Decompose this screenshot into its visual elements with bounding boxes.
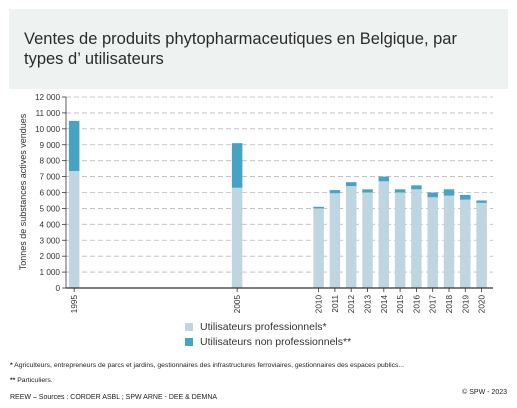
title-panel: Ventes de produits phytopharmaceutiques … bbox=[9, 9, 508, 89]
legend-swatch-professional bbox=[185, 322, 193, 331]
x-tick-label: 2020 bbox=[478, 295, 487, 314]
bar-professional bbox=[476, 202, 487, 288]
legend-item-professional: Utilisateurs professionnels* bbox=[185, 319, 351, 334]
bar-professional bbox=[313, 208, 324, 288]
legend: Utilisateurs professionnels* Utilisateur… bbox=[185, 319, 351, 349]
x-tick-label: 2010 bbox=[315, 295, 324, 314]
y-tick-label: 12 000 bbox=[35, 93, 60, 102]
y-tick-label: 8 000 bbox=[40, 157, 61, 166]
x-tick-label: 2016 bbox=[412, 295, 421, 314]
footnote-professional: * Agriculteurs, entrepreneurs de parcs e… bbox=[10, 362, 404, 369]
y-tick-label: 9 000 bbox=[40, 141, 61, 150]
x-tick-label: 2005 bbox=[233, 295, 242, 314]
bar-non-professional bbox=[427, 192, 438, 198]
bar-professional bbox=[68, 171, 80, 288]
x-tick-label: 2017 bbox=[429, 295, 438, 314]
y-tick-label: 7 000 bbox=[40, 173, 61, 182]
bar-professional bbox=[345, 186, 357, 288]
x-tick-label: 2011 bbox=[331, 295, 340, 313]
legend-swatch-non-professional bbox=[185, 337, 193, 346]
bar-non-professional bbox=[443, 189, 455, 196]
y-tick-label: 11 000 bbox=[36, 109, 61, 118]
y-tick-label: 6 000 bbox=[40, 189, 61, 198]
bar-non-professional bbox=[329, 190, 341, 194]
bar-non-professional bbox=[411, 185, 422, 190]
y-tick-label: 1 000 bbox=[40, 268, 61, 277]
bar-non-professional bbox=[476, 200, 487, 203]
bar-non-professional bbox=[231, 143, 243, 188]
x-tick-label: 2014 bbox=[380, 295, 389, 314]
bar-professional bbox=[443, 195, 455, 288]
bar-non-professional bbox=[378, 176, 390, 182]
y-tick-label: 10 000 bbox=[35, 125, 60, 134]
footnote-non-professional: ** Particuliers. bbox=[10, 377, 53, 384]
legend-label-non-professional: Utilisateurs non professionnels** bbox=[200, 335, 352, 348]
y-axis-ticks: 0 1 000 2 000 3 000 4 000 5 000 6 000 7 000 8 00… bbox=[35, 93, 67, 293]
legend-label-professional: Utilisateurs professionnels* bbox=[200, 320, 327, 333]
x-tick-label: 2018 bbox=[445, 295, 454, 314]
x-tick-label: 2019 bbox=[461, 295, 470, 314]
y-tick-label: 5 000 bbox=[40, 204, 61, 213]
x-axis-ticks: 1995 2005 2010 2011 2012 2013 2014 2015 2016 2017… bbox=[66, 287, 493, 314]
bar-non-professional bbox=[68, 120, 80, 172]
y-axis-label: Tonnes de substances actives vendues bbox=[18, 113, 28, 270]
bars bbox=[68, 120, 487, 288]
bar-non-professional bbox=[460, 194, 471, 200]
y-tick-label: 4 000 bbox=[40, 220, 61, 229]
bar-non-professional bbox=[313, 206, 324, 209]
bar-professional bbox=[378, 181, 390, 288]
footnote-mark: ** bbox=[10, 377, 16, 384]
bar-professional bbox=[394, 192, 406, 288]
bar-professional bbox=[460, 199, 471, 288]
x-tick-label: 2012 bbox=[347, 295, 356, 314]
bar-professional bbox=[427, 197, 438, 288]
bar-professional bbox=[231, 187, 243, 288]
x-tick-label: 2013 bbox=[364, 295, 373, 314]
bar-non-professional bbox=[345, 182, 357, 187]
source-line: REEW – Sources : CORDER ASBL ; SPW ARNE … bbox=[10, 394, 218, 401]
footnote-text: Particuliers. bbox=[17, 377, 53, 384]
x-tick-label: 1995 bbox=[70, 295, 79, 314]
bar-non-professional bbox=[394, 189, 406, 193]
x-tick-label: 2015 bbox=[396, 295, 405, 314]
copyright: © SPW - 2023 bbox=[462, 389, 507, 396]
footnote-text: Agriculteurs, entrepreneurs de parcs et … bbox=[14, 362, 405, 369]
bar-professional bbox=[362, 192, 373, 288]
stacked-bar-chart: 0 1 000 2 000 3 000 4 000 5 000 6 000 7 000 8 00… bbox=[18, 93, 493, 314]
bar-professional bbox=[411, 189, 422, 288]
footnote-mark: * bbox=[10, 362, 13, 369]
bar-professional bbox=[329, 193, 341, 288]
chart-title: Ventes de produits phytopharmaceutiques … bbox=[24, 30, 457, 68]
bar-non-professional bbox=[362, 189, 373, 193]
y-tick-label: 3 000 bbox=[40, 236, 61, 245]
gridlines bbox=[66, 96, 493, 273]
y-tick-label: 2 000 bbox=[40, 252, 61, 261]
legend-item-non-professional: Utilisateurs non professionnels** bbox=[185, 334, 351, 349]
y-tick-label: 0 bbox=[55, 284, 60, 293]
